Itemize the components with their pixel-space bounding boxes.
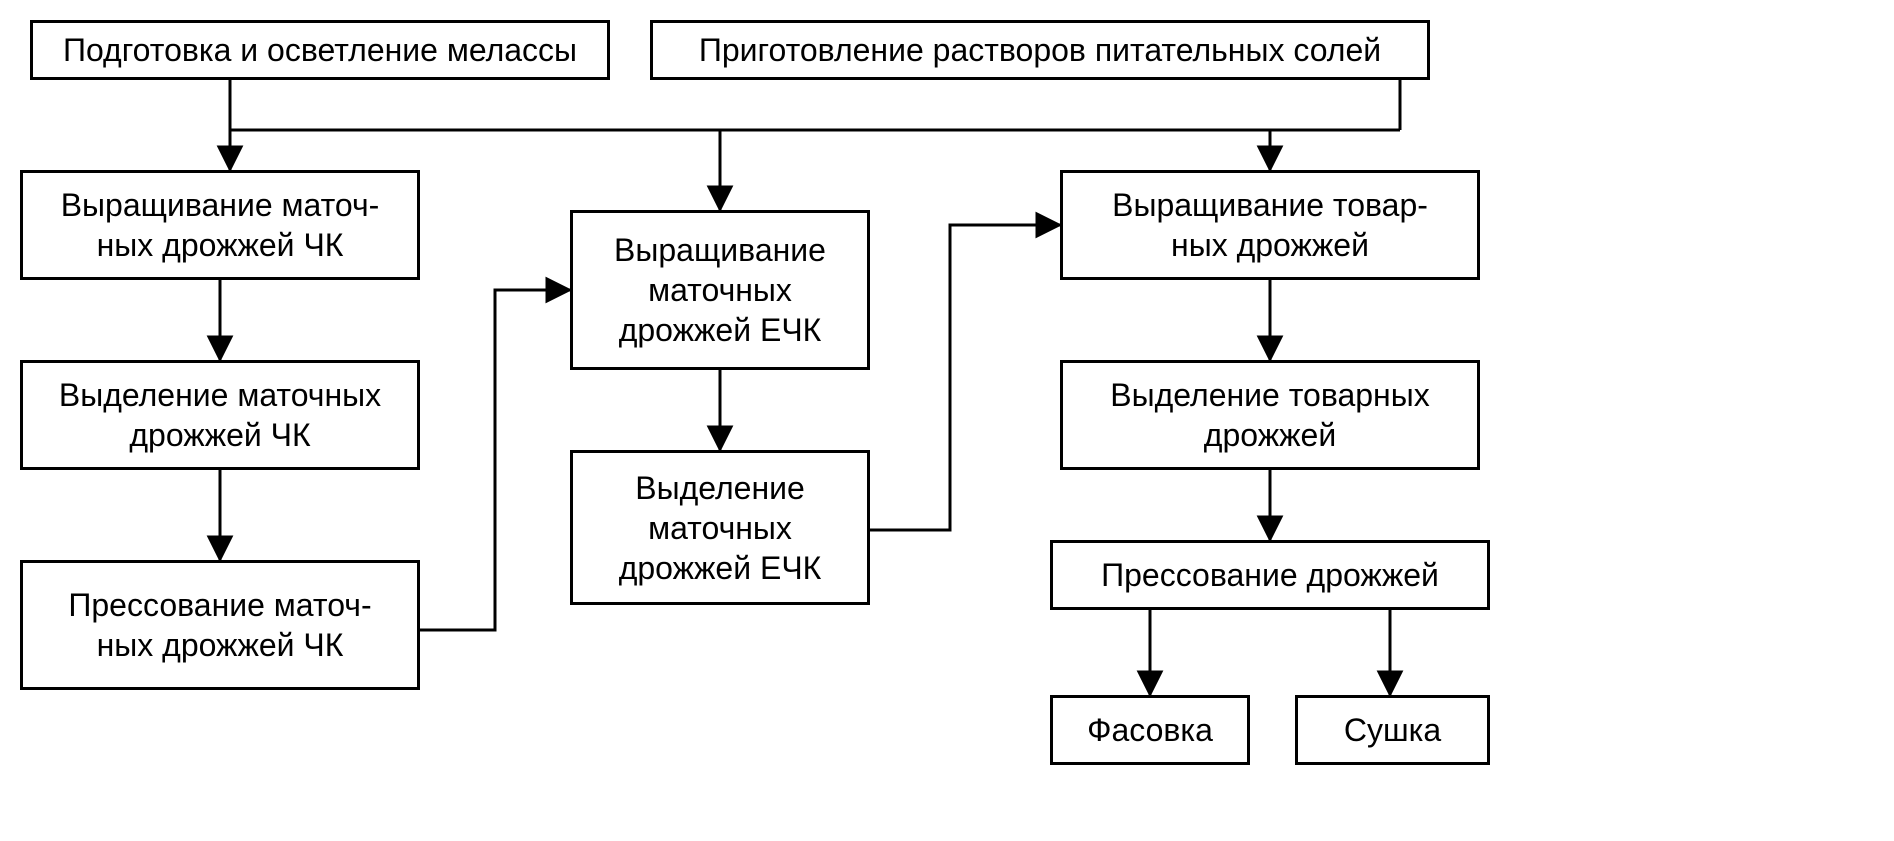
edge xyxy=(870,225,1060,530)
node-label: Выделениематочныхдрожжей ЕЧК xyxy=(619,468,822,588)
node-grow-chk: Выращивание маточ-ных дрожжей ЧК xyxy=(20,170,420,280)
node-label: Выращиваниематочныхдрожжей ЕЧК xyxy=(614,230,826,350)
node-grow-echk: Выращиваниематочныхдрожжей ЕЧК xyxy=(570,210,870,370)
node-grow-commercial: Выращивание товар-ных дрожжей xyxy=(1060,170,1480,280)
node-press-commercial: Прессование дрожжей xyxy=(1050,540,1490,610)
node-press-chk: Прессование маточ-ных дрожжей ЧК xyxy=(20,560,420,690)
node-label: Выращивание товар-ных дрожжей xyxy=(1112,185,1428,265)
node-label: Прессование маточ-ных дрожжей ЧК xyxy=(68,585,371,665)
node-label: Подготовка и осветление мелассы xyxy=(63,30,577,70)
edge xyxy=(420,290,570,630)
node-separate-commercial: Выделение товарныхдрожжей xyxy=(1060,360,1480,470)
node-packaging: Фасовка xyxy=(1050,695,1250,765)
node-label: Выделение товарныхдрожжей xyxy=(1110,375,1429,455)
node-separate-echk: Выделениематочныхдрожжей ЕЧК xyxy=(570,450,870,605)
node-label: Приготовление растворов питательных соле… xyxy=(699,30,1381,70)
flowchart-canvas: Подготовка и осветление мелассы Приготов… xyxy=(0,0,1894,841)
node-label: Выращивание маточ-ных дрожжей ЧК xyxy=(61,185,380,265)
node-prep-molasses: Подготовка и осветление мелассы xyxy=(30,20,610,80)
node-drying: Сушка xyxy=(1295,695,1490,765)
node-label: Прессование дрожжей xyxy=(1101,555,1439,595)
node-label: Сушка xyxy=(1344,710,1441,750)
node-prep-salts: Приготовление растворов питательных соле… xyxy=(650,20,1430,80)
node-label: Фасовка xyxy=(1087,710,1213,750)
node-label: Выделение маточныхдрожжей ЧК xyxy=(59,375,381,455)
node-separate-chk: Выделение маточныхдрожжей ЧК xyxy=(20,360,420,470)
